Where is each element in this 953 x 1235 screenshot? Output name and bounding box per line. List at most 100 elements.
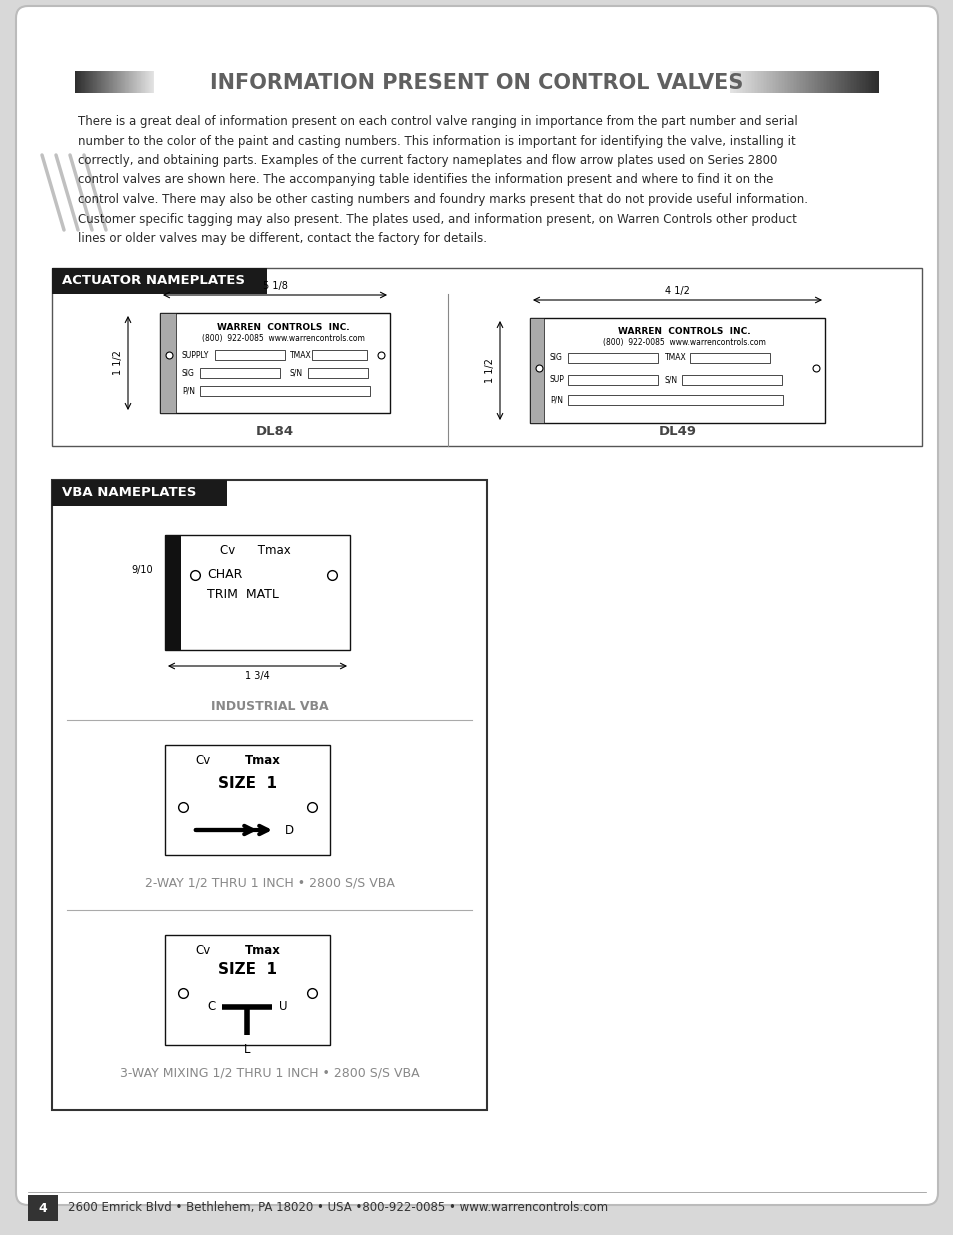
Bar (773, 70, 774, 93)
Text: number to the color of the paint and casting numbers. This information is import: number to the color of the paint and cas… (78, 135, 795, 147)
Bar (770, 70, 771, 93)
Bar (783, 70, 784, 93)
Bar (867, 70, 869, 93)
Bar (851, 70, 852, 93)
Bar (768, 70, 770, 93)
Bar (681, 375, 781, 385)
Bar (165, 935, 330, 1045)
Bar (841, 70, 843, 93)
Bar (833, 70, 834, 93)
Bar (788, 70, 789, 93)
Bar (810, 70, 812, 93)
Text: 1 1/2: 1 1/2 (484, 358, 495, 383)
Bar (778, 70, 779, 93)
Text: INDUSTRIAL VBA: INDUSTRIAL VBA (211, 700, 328, 713)
Bar (739, 70, 740, 93)
Bar (732, 70, 734, 93)
Bar (757, 70, 758, 93)
Bar (854, 70, 855, 93)
Bar (846, 70, 848, 93)
Text: D: D (285, 824, 294, 836)
Bar (735, 70, 737, 93)
Bar (28, 1195, 58, 1221)
Bar (740, 70, 741, 93)
Text: SIG: SIG (182, 368, 194, 378)
Text: ACTUATOR NAMEPLATES: ACTUATOR NAMEPLATES (62, 274, 245, 288)
Bar (805, 70, 807, 93)
Bar (792, 70, 794, 93)
Bar (857, 70, 859, 93)
Text: VBA NAMEPLATES: VBA NAMEPLATES (62, 487, 196, 499)
Bar (752, 70, 753, 93)
Bar (731, 70, 732, 93)
Bar (868, 70, 870, 93)
Bar (802, 70, 804, 93)
Text: TRIM  MATL: TRIM MATL (207, 589, 278, 601)
Text: correctly, and obtaining parts. Examples of the current factory nameplates and f: correctly, and obtaining parts. Examples… (78, 154, 777, 167)
Text: Tmax: Tmax (245, 944, 280, 956)
Bar (873, 70, 875, 93)
Bar (779, 70, 781, 93)
Bar (849, 70, 851, 93)
Bar (308, 368, 368, 378)
Bar (839, 70, 841, 93)
Text: TMAX: TMAX (290, 351, 312, 359)
Text: 1 1/2: 1 1/2 (112, 351, 123, 375)
Bar (567, 353, 658, 363)
Text: Tmax: Tmax (245, 753, 280, 767)
Bar (804, 70, 805, 93)
Bar (755, 70, 757, 93)
Text: SIG: SIG (550, 353, 562, 363)
Text: lines or older valves may be different, contact the factory for details.: lines or older valves may be different, … (78, 232, 486, 245)
Bar (776, 70, 778, 93)
Bar (815, 70, 816, 93)
Bar (813, 70, 815, 93)
Bar (822, 70, 823, 93)
Bar (734, 70, 736, 93)
Bar (52, 480, 227, 506)
Bar (816, 70, 818, 93)
Bar (843, 70, 844, 93)
Bar (862, 70, 864, 93)
Bar (784, 70, 786, 93)
Bar (860, 70, 862, 93)
Bar (774, 70, 776, 93)
Bar (742, 70, 744, 93)
Bar (831, 70, 833, 93)
Bar (800, 70, 801, 93)
Text: 5 1/8: 5 1/8 (262, 282, 287, 291)
Bar (52, 268, 921, 446)
Bar (791, 70, 792, 93)
Text: SUP: SUP (550, 375, 564, 384)
Bar (765, 70, 767, 93)
Bar (797, 70, 799, 93)
Bar (807, 70, 809, 93)
Bar (741, 70, 742, 93)
Text: INFORMATION PRESENT ON CONTROL VALVES: INFORMATION PRESENT ON CONTROL VALVES (210, 73, 743, 93)
Text: S/N: S/N (290, 368, 303, 378)
Bar (864, 70, 865, 93)
Text: Customer specific tagging may also present. The plates used, and information pre: Customer specific tagging may also prese… (78, 212, 796, 226)
Bar (737, 70, 739, 93)
Text: S/N: S/N (664, 375, 678, 384)
Text: 3-WAY MIXING 1/2 THRU 1 INCH • 2800 S/S VBA: 3-WAY MIXING 1/2 THRU 1 INCH • 2800 S/S … (119, 1067, 419, 1079)
Text: DL84: DL84 (255, 425, 294, 438)
Bar (762, 70, 763, 93)
Bar (758, 70, 760, 93)
Text: CHAR: CHAR (207, 568, 242, 582)
Bar (818, 70, 820, 93)
Bar (753, 70, 755, 93)
Bar (750, 70, 752, 93)
Bar (809, 70, 810, 93)
Text: 4: 4 (38, 1202, 48, 1214)
Text: control valve. There may also be other casting numbers and foundry marks present: control valve. There may also be other c… (78, 193, 807, 206)
Bar (771, 70, 773, 93)
Bar (823, 70, 825, 93)
Text: 2-WAY 1/2 THRU 1 INCH • 2800 S/S VBA: 2-WAY 1/2 THRU 1 INCH • 2800 S/S VBA (145, 877, 394, 890)
Bar (812, 70, 813, 93)
Bar (747, 70, 749, 93)
Text: L: L (244, 1044, 251, 1056)
Bar (767, 70, 768, 93)
Text: Cv      Tmax: Cv Tmax (220, 543, 291, 557)
Text: control valves are shown here. The accompanying table identifies the information: control valves are shown here. The accom… (78, 173, 773, 186)
